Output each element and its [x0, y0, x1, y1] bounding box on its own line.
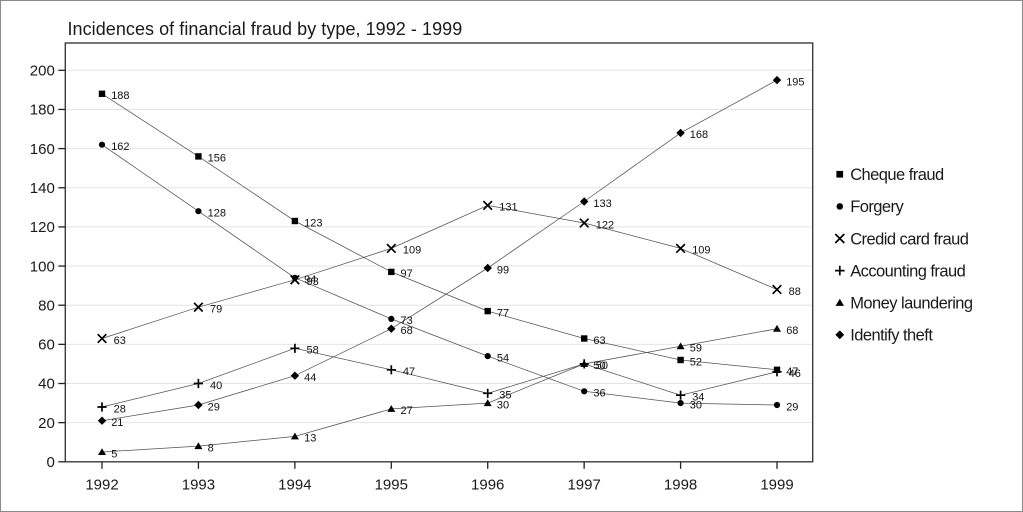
svg-text:8: 8	[208, 442, 214, 454]
svg-text:50: 50	[596, 360, 608, 372]
svg-text:1999: 1999	[760, 476, 793, 493]
svg-text:Forgery: Forgery	[850, 198, 904, 216]
svg-text:47: 47	[403, 366, 415, 378]
svg-text:Identify theft: Identify theft	[850, 327, 933, 345]
svg-text:109: 109	[692, 245, 710, 257]
svg-text:60: 60	[38, 337, 55, 354]
svg-text:21: 21	[111, 417, 123, 429]
svg-text:46: 46	[789, 368, 801, 380]
svg-text:29: 29	[786, 401, 798, 413]
svg-text:1992: 1992	[85, 476, 118, 493]
svg-text:30: 30	[497, 399, 509, 411]
svg-text:54: 54	[497, 352, 509, 364]
svg-text:52: 52	[690, 356, 702, 368]
svg-text:40: 40	[210, 380, 222, 392]
svg-text:50: 50	[593, 360, 605, 372]
svg-text:77: 77	[497, 307, 509, 319]
svg-text:5: 5	[111, 448, 117, 460]
svg-text:59: 59	[690, 343, 702, 355]
svg-text:200: 200	[30, 63, 55, 80]
svg-text:36: 36	[593, 388, 605, 400]
svg-text:80: 80	[38, 297, 55, 314]
svg-text:97: 97	[401, 268, 413, 280]
svg-text:140: 140	[30, 180, 55, 197]
svg-text:Money laundering: Money laundering	[850, 295, 973, 313]
svg-text:Accounting fraud: Accounting fraud	[850, 262, 965, 280]
svg-text:122: 122	[596, 219, 614, 231]
svg-text:68: 68	[401, 325, 413, 337]
svg-text:1993: 1993	[182, 476, 215, 493]
svg-text:123: 123	[304, 217, 322, 229]
svg-text:131: 131	[499, 202, 517, 214]
svg-text:1994: 1994	[278, 476, 311, 493]
svg-text:1996: 1996	[471, 476, 504, 493]
svg-text:73: 73	[401, 315, 413, 327]
svg-text:40: 40	[38, 376, 55, 393]
svg-text:68: 68	[786, 325, 798, 337]
svg-text:20: 20	[38, 415, 55, 432]
svg-text:156: 156	[208, 153, 226, 165]
svg-text:195: 195	[786, 76, 804, 88]
svg-text:30: 30	[690, 399, 702, 411]
svg-text:28: 28	[114, 403, 126, 415]
svg-text:63: 63	[114, 335, 126, 347]
svg-text:120: 120	[30, 219, 55, 236]
svg-text:Cheque fraud: Cheque fraud	[850, 166, 944, 184]
svg-text:100: 100	[30, 258, 55, 275]
svg-text:93: 93	[307, 276, 319, 288]
svg-text:58: 58	[307, 345, 319, 357]
svg-text:35: 35	[499, 390, 511, 402]
svg-text:109: 109	[403, 245, 421, 257]
svg-text:44: 44	[304, 372, 316, 384]
svg-text:0: 0	[46, 454, 54, 471]
svg-text:1997: 1997	[567, 476, 600, 493]
svg-text:27: 27	[401, 405, 413, 417]
svg-text:63: 63	[593, 335, 605, 347]
svg-text:88: 88	[789, 286, 801, 298]
svg-text:168: 168	[690, 129, 708, 141]
svg-text:1998: 1998	[664, 476, 697, 493]
svg-text:180: 180	[30, 102, 55, 119]
svg-text:1995: 1995	[375, 476, 408, 493]
svg-text:94: 94	[304, 274, 316, 286]
svg-text:13: 13	[304, 433, 316, 445]
svg-text:162: 162	[111, 141, 129, 153]
svg-text:133: 133	[593, 198, 611, 210]
svg-text:29: 29	[208, 401, 220, 413]
svg-text:Incidences of financial fraud: Incidences of financial fraud by type, 1…	[68, 19, 463, 39]
svg-text:128: 128	[208, 208, 226, 220]
svg-text:99: 99	[497, 264, 509, 276]
svg-text:Credid card fraud: Credid card fraud	[850, 230, 969, 248]
svg-text:47: 47	[786, 366, 798, 378]
svg-text:160: 160	[30, 141, 55, 158]
svg-text:188: 188	[111, 90, 129, 102]
svg-text:79: 79	[210, 304, 222, 316]
svg-text:34: 34	[692, 392, 704, 404]
